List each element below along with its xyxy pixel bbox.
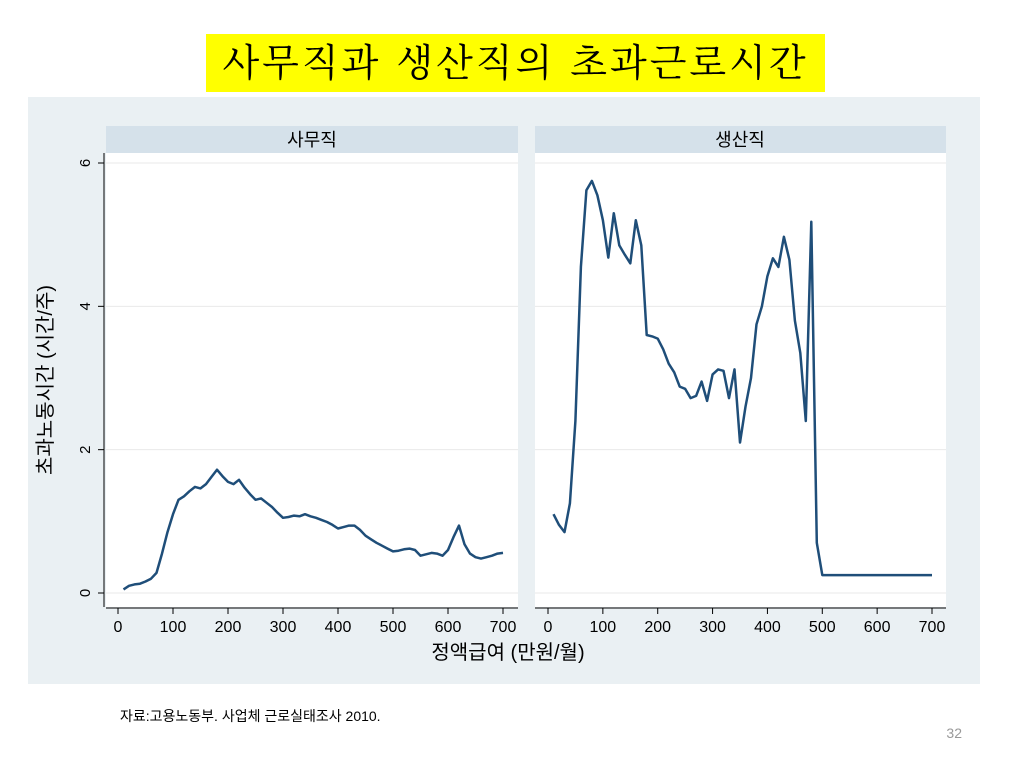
x-tick-label: 0 — [114, 619, 123, 636]
x-tick-label: 500 — [809, 619, 836, 636]
x-ticks-panel-1: 0 100 200 300 400 500 600 700 — [114, 608, 517, 636]
panel-2-grid — [535, 162, 946, 594]
panel-1-grid — [106, 162, 518, 594]
y-tick-label: 4 — [77, 302, 94, 310]
x-tick-label: 300 — [270, 619, 297, 636]
x-tick-label: 400 — [754, 619, 781, 636]
x-tick-label: 600 — [864, 619, 891, 636]
x-tick-label: 700 — [919, 619, 946, 636]
panel-1-plot — [106, 153, 518, 607]
page-number: 32 — [946, 725, 962, 741]
y-tick-label: 6 — [77, 159, 94, 167]
x-tick-label: 400 — [325, 619, 352, 636]
panel-2-plot — [535, 153, 946, 607]
x-ticks-panel-2: 0 100 200 300 400 500 600 700 — [544, 608, 946, 636]
x-tick-label: 500 — [380, 619, 407, 636]
panel-1-series-line — [122, 468, 504, 591]
x-tick-label: 100 — [160, 619, 187, 636]
y-axis-label: 초과노동시간 (시간/주) — [34, 285, 57, 475]
y-tick-label: 2 — [77, 445, 94, 453]
x-tick-label: 600 — [435, 619, 462, 636]
slide-title: 사무직과 생산직의 초과근로시간 — [206, 34, 825, 92]
x-tick-label: 200 — [644, 619, 671, 636]
panel-2-title: 생산직 — [715, 130, 765, 150]
x-axis-label: 정액급여 (만원/월) — [431, 641, 584, 664]
panel-1-title: 사무직 — [287, 130, 337, 150]
y-ticks: 0 2 4 6 — [77, 159, 104, 597]
x-tick-label: 300 — [699, 619, 726, 636]
source-note: 자료:고용노동부. 사업체 근로실태조사 2010. — [120, 708, 381, 724]
x-tick-label: 700 — [490, 619, 517, 636]
y-tick-label: 0 — [77, 589, 94, 597]
panel-2-header — [535, 126, 946, 153]
panel-1-header — [106, 126, 518, 153]
panel-2-series-line — [552, 179, 932, 577]
x-tick-label: 0 — [544, 619, 553, 636]
x-tick-label: 200 — [215, 619, 242, 636]
x-tick-label: 100 — [590, 619, 617, 636]
